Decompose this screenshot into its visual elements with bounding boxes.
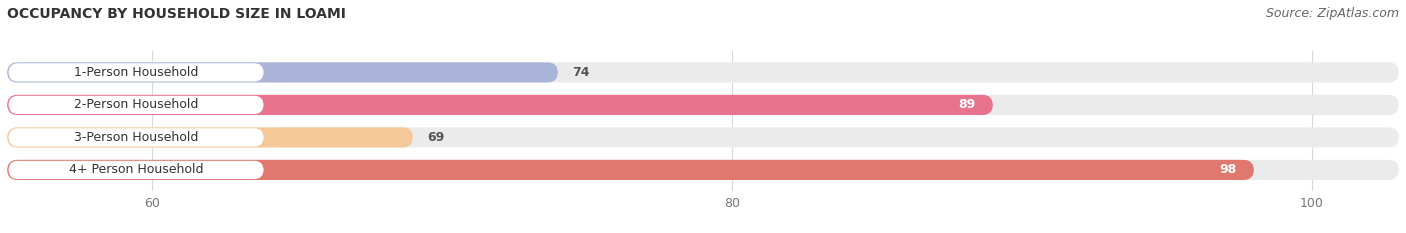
Text: 74: 74 bbox=[572, 66, 591, 79]
FancyBboxPatch shape bbox=[7, 127, 413, 147]
Text: 69: 69 bbox=[427, 131, 444, 144]
FancyBboxPatch shape bbox=[7, 62, 558, 82]
Text: 3-Person Household: 3-Person Household bbox=[75, 131, 198, 144]
FancyBboxPatch shape bbox=[7, 95, 993, 115]
FancyBboxPatch shape bbox=[7, 62, 1399, 82]
Text: 2-Person Household: 2-Person Household bbox=[75, 98, 198, 111]
Text: 4+ Person Household: 4+ Person Household bbox=[69, 163, 204, 176]
FancyBboxPatch shape bbox=[7, 160, 1399, 180]
FancyBboxPatch shape bbox=[7, 160, 1254, 180]
Text: 89: 89 bbox=[959, 98, 976, 111]
FancyBboxPatch shape bbox=[8, 161, 264, 179]
FancyBboxPatch shape bbox=[8, 63, 264, 82]
Text: 1-Person Household: 1-Person Household bbox=[75, 66, 198, 79]
FancyBboxPatch shape bbox=[7, 95, 1399, 115]
FancyBboxPatch shape bbox=[7, 127, 1399, 147]
Text: 98: 98 bbox=[1219, 163, 1237, 176]
FancyBboxPatch shape bbox=[8, 128, 264, 147]
Text: Source: ZipAtlas.com: Source: ZipAtlas.com bbox=[1265, 7, 1399, 20]
FancyBboxPatch shape bbox=[8, 96, 264, 114]
FancyBboxPatch shape bbox=[7, 95, 283, 115]
FancyBboxPatch shape bbox=[7, 62, 283, 82]
FancyBboxPatch shape bbox=[7, 127, 283, 147]
Text: OCCUPANCY BY HOUSEHOLD SIZE IN LOAMI: OCCUPANCY BY HOUSEHOLD SIZE IN LOAMI bbox=[7, 7, 346, 21]
FancyBboxPatch shape bbox=[7, 160, 283, 180]
